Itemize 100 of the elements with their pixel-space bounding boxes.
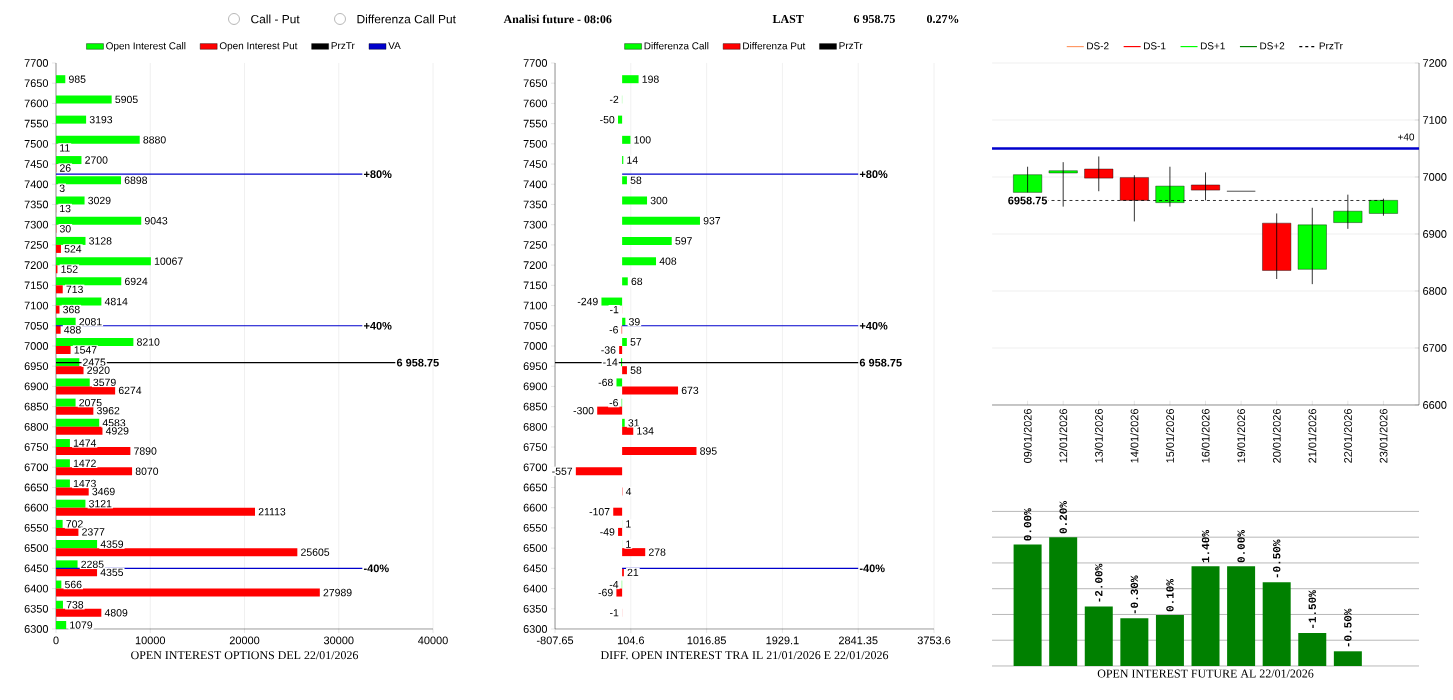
legend-label: Open Interest Put [219,42,298,52]
annotation: +40% [859,321,888,330]
x-tick-label: 3753.6 [917,636,951,645]
bar [56,196,85,205]
bar [56,406,94,415]
data-label: 4929 [105,427,129,435]
data-label: -300 [573,406,594,415]
data-label: 68 [631,277,643,286]
data-label: -557 [552,467,573,475]
x-tick-label: 30000 [323,636,354,645]
x-tick-label: 20/01/2026 [1272,409,1281,463]
text: 0.27% [926,14,959,24]
x-tick-label: -807.65 [536,636,574,645]
bar [622,366,627,375]
data-label: 673 [681,386,699,395]
data-label: 25605 [301,548,330,556]
bar [622,337,627,346]
legend-label: DS-2 [1087,42,1109,50]
bar [56,487,89,496]
data-label: 27989 [323,588,352,597]
annotation: +40 [1398,133,1415,141]
bar [1227,566,1256,666]
bar [56,527,79,536]
data-label: 6898 [124,176,148,184]
data-label: 4359 [100,540,124,548]
data-label: 6274 [118,386,142,395]
y-tick-label: 6950 [523,362,548,371]
bar [622,257,657,266]
bar [1049,537,1078,666]
annotation: -0.50% [1272,539,1281,578]
x-axis-title: DIFF. OPEN INTEREST TRA IL 21/01/2026 E 22/01/2026 [600,651,889,660]
data-label: -1 [610,609,619,617]
annotation: -40% [363,564,389,573]
annotation: 1.40% [1201,530,1210,563]
x-tick-label: 09/01/2026 [1023,409,1032,463]
bar [56,156,82,165]
data-label: 524 [64,245,82,253]
y-tick-label: 6600 [523,503,548,512]
y-tick-label: 7000 [1423,173,1447,181]
annotation: +80% [859,170,888,179]
bar [56,95,112,104]
legend-label: Differenza Put [743,42,806,50]
y-tick-label: 6800 [1423,287,1447,295]
data-label: 3469 [92,487,115,496]
bar [56,257,151,266]
candlestick [1013,166,1043,193]
data-label: 4809 [104,609,128,617]
bar [56,426,103,435]
y-tick-label: 6950 [24,362,49,371]
y-tick-label: 7300 [523,220,548,229]
data-label: 1547 [74,346,97,354]
bar [56,366,84,375]
data-label: -4 [609,580,619,589]
annotation: 0.00% [1237,530,1245,563]
y-tick-label: 6850 [24,402,49,411]
data-label: 198 [642,75,659,83]
candlestick [1191,172,1220,201]
annotation: 6 958.75 [396,358,439,367]
data-label: 702 [66,520,83,528]
y-tick-label: 6300 [24,625,49,633]
bar [613,507,623,516]
y-tick-label: 6450 [523,564,548,573]
annotation: -0.50% [1344,608,1352,647]
data-label: -69 [598,588,613,597]
annotation: -40% [859,564,885,573]
bar [56,560,78,569]
data-label: 3579 [93,378,116,387]
y-tick-label: 7650 [523,79,548,88]
bar [56,345,71,354]
data-label: 895 [700,447,717,455]
y-tick-label: 6500 [523,544,548,553]
bar [1155,615,1184,666]
data-label: 57 [630,338,642,346]
x-tick-label: 19/01/2026 [1237,409,1246,463]
data-label: 368 [63,305,80,314]
data-label: 9043 [144,217,168,225]
data-label: 2377 [82,528,105,536]
candlestick [1262,213,1292,280]
bar [1120,618,1149,666]
x-tick-label: 104.6 [617,636,645,645]
y-tick-label: 7600 [24,99,49,108]
bar [56,216,142,225]
bar [1013,544,1042,666]
y-tick-label: 7500 [523,139,548,148]
data-label: 100 [634,136,651,144]
bar [56,459,70,468]
bar [622,176,627,185]
data-label: 2285 [81,560,104,569]
data-label: 488 [64,326,81,334]
data-label: 21113 [258,508,286,516]
bar [56,507,256,516]
data-label: 4355 [100,568,124,577]
y-tick-label: 7250 [523,241,548,249]
data-label: 7890 [134,447,157,455]
y-tick-label: 7350 [24,200,49,209]
y-tick-label: 7450 [24,160,49,168]
y-tick-label: 6650 [24,483,49,492]
bar [56,540,98,549]
y-tick-label: 6600 [24,503,49,512]
annotation: -1.50% [1308,590,1316,628]
